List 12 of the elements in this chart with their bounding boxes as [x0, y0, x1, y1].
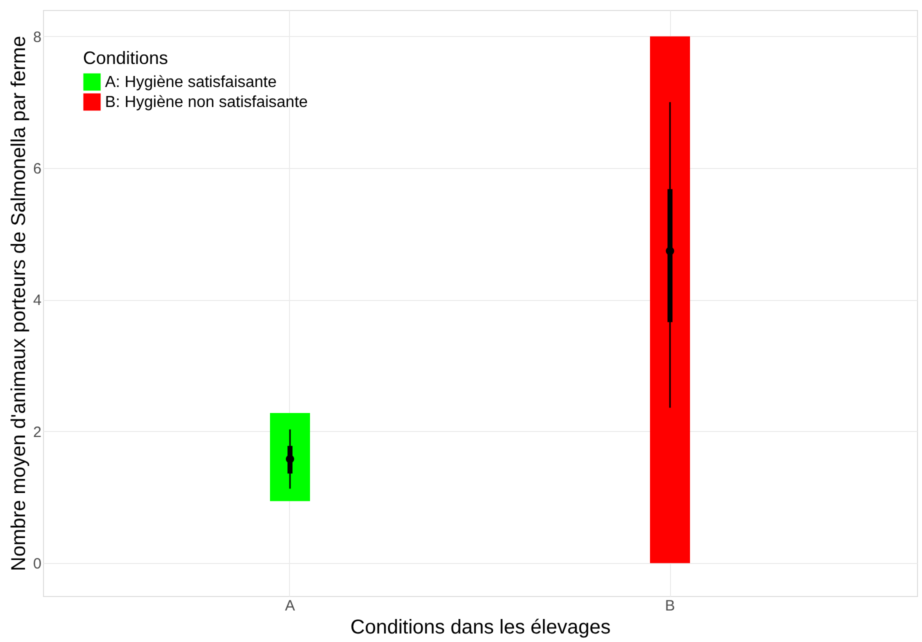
y-tick-label: 2	[33, 424, 42, 441]
x-axis-title: Conditions dans les élevages	[350, 616, 611, 638]
y-tick-label: 6	[33, 160, 42, 178]
x-tick-label: B	[664, 598, 676, 614]
legend-label: A: Hygiène satisfaisante	[105, 74, 277, 91]
legend-label: B: Hygiène non satisfaisante	[105, 94, 308, 111]
y-axis-title: Nombre moyen d'animaux porteurs de Salmonella par ferme	[8, 36, 30, 572]
y-tick-label: 4	[33, 292, 42, 310]
y-tick-label: 8	[33, 28, 42, 46]
y-tick-label: 0	[33, 556, 42, 573]
legend-title: Conditions	[83, 48, 168, 68]
x-tick-label: A	[284, 598, 296, 614]
